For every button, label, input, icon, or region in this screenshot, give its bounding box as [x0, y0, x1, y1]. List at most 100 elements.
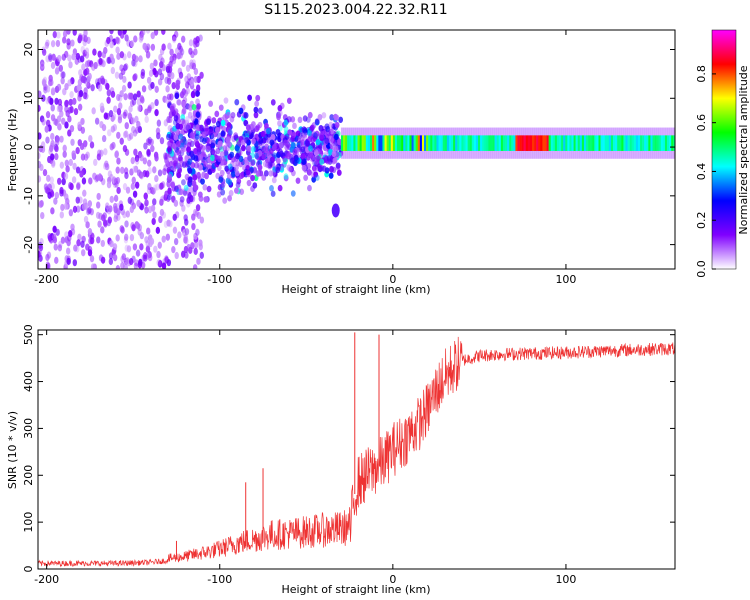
- heatmap-blob: [248, 132, 254, 140]
- heatmap-blob: [329, 136, 334, 144]
- heatmap-blob: [283, 139, 289, 146]
- top-x-axis-label: Height of straight line (km): [281, 283, 430, 296]
- heatmap-blob: [156, 132, 161, 140]
- heatmap-line-segment: [556, 135, 560, 151]
- heatmap-blob: [170, 72, 175, 80]
- heatmap-blob: [116, 186, 121, 195]
- heatmap-blob: [190, 195, 196, 203]
- colorbar-tick-label: 0.8: [695, 65, 708, 83]
- heatmap-blob: [121, 253, 127, 261]
- heatmap-line-segment: [349, 135, 352, 151]
- heatmap-line-segment: [604, 135, 608, 151]
- heatmap-blob: [146, 76, 152, 84]
- heatmap-blob: [96, 149, 102, 157]
- heatmap-blob: [83, 30, 88, 37]
- heatmap-blob: [61, 53, 67, 61]
- heatmap-blob: [165, 133, 171, 141]
- heatmap-blob: [138, 258, 143, 266]
- heatmap-blob: [172, 34, 177, 42]
- heatmap-blob: [258, 137, 264, 145]
- heatmap-blob: [55, 135, 60, 143]
- heatmap-blob: [93, 61, 98, 70]
- heatmap-blob: [149, 237, 155, 246]
- heatmap-blob: [128, 105, 133, 113]
- heatmap-line-segment: [357, 135, 360, 151]
- heatmap-blob: [292, 122, 297, 130]
- heatmap-blob: [129, 233, 135, 242]
- heatmap-blob: [130, 156, 135, 165]
- heatmap-blob: [40, 61, 45, 70]
- heatmap-blob: [109, 195, 114, 203]
- heatmap-line-segment: [394, 135, 398, 151]
- heatmap-blob: [295, 177, 301, 184]
- heatmap-blob: [178, 188, 184, 196]
- heatmap-blob: [206, 185, 212, 193]
- heatmap-blob: [59, 135, 64, 143]
- heatmap-line-segment: [340, 135, 344, 151]
- heatmap-blob: [69, 182, 74, 191]
- bottom-y-axis-label: SNR (10 * v/v): [6, 411, 19, 489]
- heatmap-blob: [199, 216, 205, 224]
- heatmap-blob: [44, 125, 49, 133]
- heatmap-blob: [101, 214, 106, 222]
- heatmap-blob: [164, 152, 169, 160]
- heatmap-blob: [154, 70, 159, 78]
- heatmap-line-segment: [586, 135, 589, 151]
- top-x-ticks: -200 -100 0 100: [34, 30, 576, 286]
- heatmap-blob: [201, 171, 207, 179]
- heatmap-blob: [195, 84, 201, 92]
- bottom-y-ticks: 0 100 200 300 400 500: [22, 324, 675, 573]
- heatmap-blob: [103, 78, 108, 87]
- heatmap-blob: [196, 171, 201, 180]
- heatmap-line-segment: [355, 135, 358, 151]
- heatmap-blob: [138, 171, 144, 179]
- heatmap-blob: [278, 141, 284, 149]
- heatmap-blob: [50, 104, 55, 112]
- heatmap-line-segment: [440, 135, 443, 151]
- heatmap-blob: [326, 129, 332, 137]
- heatmap-blob: [230, 171, 236, 178]
- heatmap-blob: [75, 147, 80, 155]
- heatmap-marks: [38, 30, 675, 269]
- heatmap-blob: [177, 167, 182, 174]
- heatmap-blob: [40, 211, 45, 220]
- heatmap-line-segment: [546, 135, 549, 151]
- heatmap-blob: [187, 167, 193, 174]
- heatmap-blob: [185, 115, 190, 124]
- heatmap-line-segment: [608, 135, 612, 151]
- heatmap-line-segment: [345, 135, 348, 151]
- heatmap-blob: [145, 245, 151, 253]
- heatmap-line-segment: [627, 135, 630, 151]
- heatmap-line-segment: [502, 135, 506, 151]
- heatmap-blob: [220, 130, 226, 137]
- heatmap-blob: [59, 161, 65, 169]
- heatmap-blob: [279, 164, 284, 171]
- heatmap-blob: [90, 263, 96, 269]
- heatmap-blob: [117, 94, 123, 102]
- heatmap-blob: [227, 163, 233, 170]
- heatmap-blob: [196, 211, 202, 220]
- heatmap-blob: [254, 100, 260, 107]
- heatmap-blob: [246, 145, 252, 152]
- heatmap-blob: [239, 188, 245, 195]
- heatmap-blob: [52, 117, 58, 126]
- heatmap-blob: [151, 187, 157, 195]
- heatmap-blob: [47, 234, 53, 242]
- heatmap-blob: [54, 256, 59, 264]
- heatmap-blob: [134, 157, 140, 165]
- heatmap-line-segment: [633, 135, 637, 151]
- heatmap-blob: [245, 169, 251, 176]
- heatmap-line-segment: [635, 135, 639, 151]
- heatmap-blob: [84, 60, 90, 68]
- heatmap-blob: [147, 205, 153, 214]
- heatmap-line-segment: [623, 135, 626, 151]
- heatmap-blob: [152, 166, 157, 174]
- heatmap-blob: [156, 259, 161, 267]
- heatmap-blob: [79, 170, 84, 178]
- heatmap-blob: [85, 221, 90, 229]
- heatmap-line-segment: [631, 135, 635, 151]
- heatmap-blob: [193, 184, 199, 191]
- heatmap-blob: [193, 75, 199, 84]
- heatmap-line-segment: [426, 135, 429, 151]
- heatmap-blob: [50, 87, 56, 95]
